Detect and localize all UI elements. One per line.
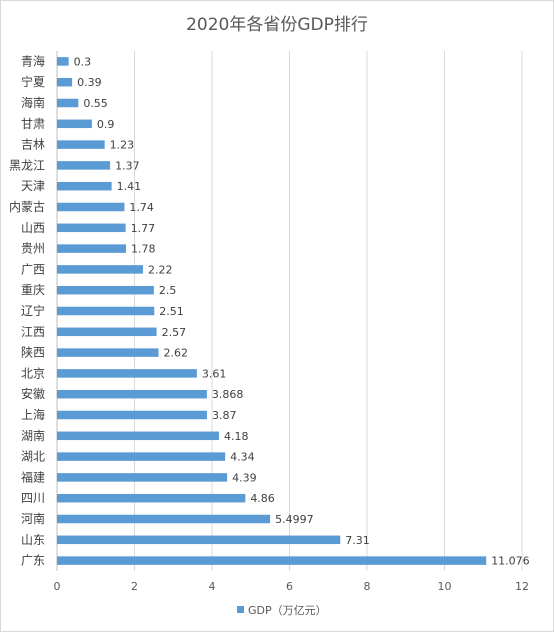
bar xyxy=(57,285,154,295)
category-label: 辽宁 xyxy=(21,303,45,318)
category-label: 福建 xyxy=(21,469,45,484)
category-label: 河南 xyxy=(21,511,45,526)
bar xyxy=(57,369,197,378)
data-label: 0.39 xyxy=(77,76,102,89)
bar xyxy=(57,535,341,545)
bar xyxy=(57,556,487,565)
data-label: 4.39 xyxy=(232,471,256,484)
data-label: 2.5 xyxy=(159,284,177,297)
bar xyxy=(57,514,271,524)
bar xyxy=(57,57,69,66)
category-label: 黑龙江 xyxy=(9,158,45,172)
data-label: 4.34 xyxy=(230,451,255,464)
category-label: 海南 xyxy=(21,95,45,110)
data-label: 11.076 xyxy=(491,555,530,568)
data-label: 0.3 xyxy=(74,55,92,68)
legend-swatch xyxy=(237,606,244,613)
bar xyxy=(57,452,226,461)
category-label: 广西 xyxy=(21,262,45,276)
legend-label: GDP（万亿元） xyxy=(248,604,327,617)
x-tick-label: 6 xyxy=(286,580,293,593)
x-axis-ticks: 0 2 4 6 8 10 12 xyxy=(54,580,530,593)
chart-title: 2020年各省份GDP排行 xyxy=(186,15,368,35)
category-label: 重庆 xyxy=(21,283,45,297)
category-label: 安徽 xyxy=(21,386,45,401)
bar xyxy=(57,327,157,337)
category-label: 上海 xyxy=(21,407,45,422)
bar xyxy=(57,181,112,191)
category-label: 青海 xyxy=(21,53,45,68)
category-label: 山西 xyxy=(21,221,45,235)
data-label: 3.87 xyxy=(212,409,237,422)
bars-layer xyxy=(57,57,487,565)
category-label: 江西 xyxy=(21,325,45,339)
data-label: 2.57 xyxy=(162,326,187,339)
data-label: 1.78 xyxy=(131,243,156,256)
data-label: 5.4997 xyxy=(275,513,314,526)
bar xyxy=(57,202,125,212)
data-label: 2.62 xyxy=(164,347,189,360)
data-label: 1.74 xyxy=(129,201,154,214)
bar xyxy=(57,306,155,316)
bar xyxy=(57,431,219,441)
bar xyxy=(57,223,126,233)
bar xyxy=(57,265,144,274)
data-label: 1.77 xyxy=(131,222,156,235)
category-label: 内蒙古 xyxy=(9,199,45,214)
bar xyxy=(57,161,111,170)
data-label: 2.22 xyxy=(148,263,173,276)
data-label: 7.31 xyxy=(345,534,370,547)
category-label: 四川 xyxy=(21,491,45,505)
data-label: 4.86 xyxy=(250,492,275,505)
category-label: 天津 xyxy=(21,179,45,193)
x-tick-label: 0 xyxy=(54,580,61,593)
x-tick-label: 2 xyxy=(131,580,138,593)
category-label: 广东 xyxy=(21,554,45,568)
category-label: 湖北 xyxy=(21,449,45,464)
data-label: 2.51 xyxy=(159,305,184,318)
bar xyxy=(57,473,228,482)
category-label: 湖南 xyxy=(21,428,45,443)
labels-layer: 青海 0.3 宁夏 0.39 海南 0.55 甘肃 0.9 吉林 1.23 黑龙江 1.37 天津 1.4… xyxy=(9,53,530,567)
data-label: 1.41 xyxy=(117,180,142,193)
category-label: 北京 xyxy=(21,366,45,380)
bar xyxy=(57,493,246,503)
data-label: 3.61 xyxy=(202,367,227,380)
data-label: 1.23 xyxy=(110,139,135,152)
data-label: 3.868 xyxy=(212,388,244,401)
category-label: 陕西 xyxy=(21,345,45,360)
data-label: 1.37 xyxy=(115,159,139,172)
bar xyxy=(57,98,79,108)
x-tick-label: 12 xyxy=(515,580,529,593)
x-tick-label: 8 xyxy=(364,580,371,593)
bar xyxy=(57,389,207,399)
category-label: 山东 xyxy=(21,533,45,547)
bar xyxy=(57,410,207,420)
category-label: 宁夏 xyxy=(21,74,45,89)
category-label: 贵州 xyxy=(21,242,45,256)
bar xyxy=(57,119,92,129)
category-label: 吉林 xyxy=(21,138,45,152)
grid-layer xyxy=(56,51,523,571)
x-tick-label: 10 xyxy=(438,580,452,593)
category-label: 甘肃 xyxy=(21,117,45,131)
data-label: 4.18 xyxy=(224,430,249,443)
data-label: 0.55 xyxy=(83,97,108,110)
bar xyxy=(57,140,105,149)
bar xyxy=(57,77,73,87)
bar xyxy=(57,348,159,357)
legend: GDP（万亿元） xyxy=(237,604,327,617)
x-tick-label: 4 xyxy=(209,580,216,593)
data-label: 0.9 xyxy=(97,118,115,131)
bar xyxy=(57,244,126,253)
